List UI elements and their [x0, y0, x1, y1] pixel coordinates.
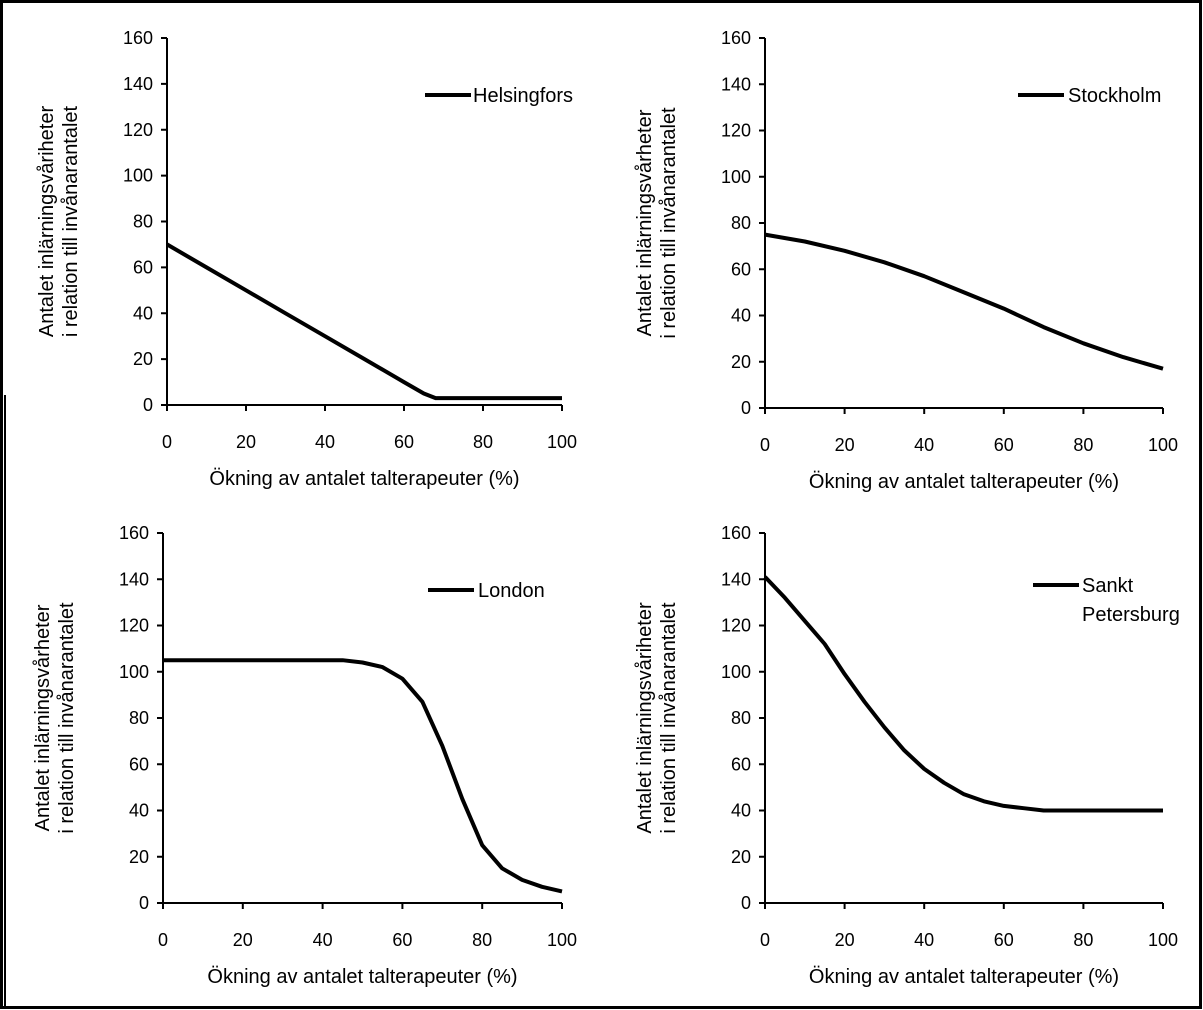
- x-axis-label: Ökning av antalet talterapeuter (%): [209, 468, 519, 490]
- x-tick-label: 0: [158, 930, 168, 950]
- x-tick-label: 100: [547, 930, 577, 950]
- x-tick-label: 80: [472, 930, 492, 950]
- x-tick-label: 80: [1073, 930, 1093, 950]
- y-tick-label: 0: [741, 398, 751, 418]
- y-tick-label: 120: [721, 616, 751, 636]
- x-tick-label: 0: [162, 432, 172, 452]
- y-tick-label: 0: [143, 395, 153, 415]
- x-tick-label: 100: [1148, 930, 1178, 950]
- series-line: [165, 242, 562, 401]
- series-line: [163, 658, 563, 894]
- y-axis-label: i relation till invånarantalet: [56, 602, 78, 834]
- y-tick-label: 100: [123, 166, 153, 186]
- y-tick-label: 80: [731, 213, 751, 233]
- legend-label: Stockholm: [1068, 85, 1161, 107]
- x-tick-label: 100: [1148, 435, 1178, 455]
- y-tick-label: 140: [721, 569, 751, 589]
- y-tick-label: 0: [741, 893, 751, 913]
- series-line: [764, 232, 1164, 371]
- y-tick-label: 40: [129, 801, 149, 821]
- x-tick-label: 80: [1073, 435, 1093, 455]
- y-tick-label: 160: [721, 28, 751, 48]
- chart-panel-1: 0 20 40 60 80 100 120 140 160 0 20 40 60 80 100 Ökning …: [36, 28, 577, 490]
- y-tick-label: 40: [731, 801, 751, 821]
- x-tick-label: 20: [835, 930, 855, 950]
- x-axis-label: Ökning av antalet talterapeuter (%): [809, 966, 1119, 988]
- x-tick-label: 0: [760, 930, 770, 950]
- y-tick-label: 80: [129, 708, 149, 728]
- x-tick-label: 60: [994, 930, 1014, 950]
- y-tick-label: 100: [721, 167, 751, 187]
- legend-label: Petersburg: [1082, 604, 1180, 626]
- x-axis-label: Ökning av antalet talterapeuter (%): [809, 471, 1119, 493]
- y-tick-label: 20: [731, 847, 751, 867]
- y-tick-label: 20: [129, 847, 149, 867]
- y-tick-label: 100: [119, 662, 149, 682]
- legend-label: Sankt: [1082, 575, 1134, 597]
- y-tick-label: 40: [731, 306, 751, 326]
- y-tick-label: 20: [731, 352, 751, 372]
- y-axis-label: i relation till invånarantalet: [658, 602, 680, 834]
- x-tick-label: 60: [394, 432, 414, 452]
- y-tick-label: 0: [139, 893, 149, 913]
- y-axis-label: i relation till invånarantalet: [658, 107, 680, 339]
- y-tick-label: 60: [129, 754, 149, 774]
- x-axis-label: Ökning av antalet talterapeuter (%): [207, 966, 517, 988]
- y-tick-label: 60: [731, 754, 751, 774]
- y-tick-label: 40: [133, 303, 153, 323]
- y-axis-label: i relation till invånarantalet: [60, 105, 82, 337]
- y-tick-label: 20: [133, 349, 153, 369]
- x-tick-label: 60: [392, 930, 412, 950]
- y-axis-label: Antalet inlärningsvåriheter: [634, 602, 656, 834]
- y-tick-label: 160: [123, 28, 153, 48]
- series-line: [763, 575, 1163, 813]
- y-axis-label: Antalet inlärningsvårheter: [634, 109, 656, 336]
- chart-panel-3: 0 20 40 60 80 100 120 140 160 0 20 40 60 80 100 Ökning …: [32, 523, 577, 988]
- y-tick-label: 60: [133, 257, 153, 277]
- y-axis-label: Antalet inlärningsvåriheter: [36, 106, 58, 338]
- x-tick-label: 100: [547, 432, 577, 452]
- x-tick-label: 20: [233, 930, 253, 950]
- x-tick-label: 60: [994, 435, 1014, 455]
- x-tick-label: 20: [835, 435, 855, 455]
- x-tick-label: 40: [914, 930, 934, 950]
- y-tick-label: 60: [731, 259, 751, 279]
- x-tick-label: 0: [760, 435, 770, 455]
- y-tick-label: 160: [721, 523, 751, 543]
- y-tick-label: 100: [721, 662, 751, 682]
- x-tick-label: 20: [236, 432, 256, 452]
- y-axis-label: Antalet inlärningsvårheter: [32, 604, 54, 831]
- y-tick-label: 80: [133, 212, 153, 232]
- chart-panel-2: 0 20 40 60 80 100 120 140 160 0 20 40 60 80 100 Ökning …: [634, 28, 1178, 493]
- y-tick-label: 120: [721, 121, 751, 141]
- x-tick-label: 40: [914, 435, 934, 455]
- y-tick-label: 140: [721, 74, 751, 94]
- y-tick-label: 160: [119, 523, 149, 543]
- legend-label: London: [478, 580, 545, 602]
- x-tick-label: 40: [313, 930, 333, 950]
- x-tick-label: 80: [473, 432, 493, 452]
- y-tick-label: 120: [119, 616, 149, 636]
- x-tick-label: 40: [315, 432, 335, 452]
- y-tick-label: 140: [123, 74, 153, 94]
- y-tick-label: 120: [123, 120, 153, 140]
- y-tick-label: 80: [731, 708, 751, 728]
- y-tick-label: 140: [119, 569, 149, 589]
- chart-panel-4: 0 20 40 60 80 100 120 140 160 0 20 40 60 80 100 Ökning …: [634, 523, 1180, 988]
- legend-label: Helsingfors: [473, 85, 573, 107]
